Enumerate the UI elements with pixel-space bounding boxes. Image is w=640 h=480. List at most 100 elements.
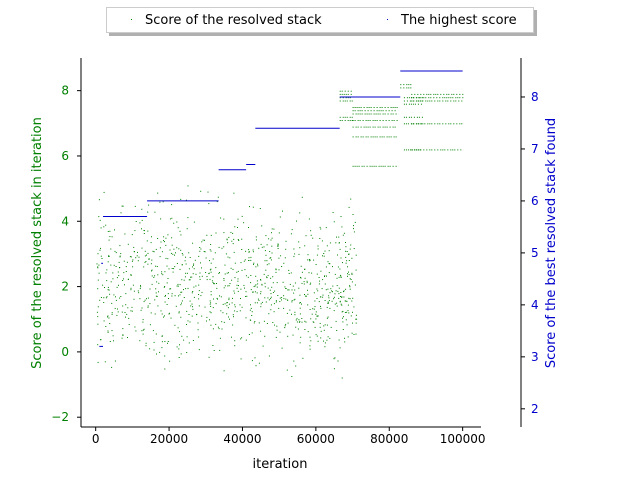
scatter-point: [376, 120, 378, 121]
scatter-point: [271, 237, 273, 239]
scatter-point: [405, 123, 407, 125]
scatter-point: [343, 291, 344, 293]
scatter-point: [185, 272, 187, 274]
scatter-point: [321, 288, 323, 290]
scatter-point: [108, 289, 110, 291]
scatter-point: [341, 377, 343, 379]
scatter-point: [326, 245, 328, 247]
scatter-point: [320, 305, 321, 307]
scatter-point: [283, 307, 285, 309]
scatter-point: [315, 318, 317, 320]
scatter-point: [237, 290, 239, 292]
scatter-point: [261, 283, 263, 285]
scatter-point: [348, 206, 350, 208]
scatter-point: [423, 93, 425, 95]
scatter-point: [250, 304, 251, 306]
scatter-point: [338, 293, 340, 295]
scatter-point: [318, 301, 320, 303]
scatter-point: [157, 305, 159, 307]
scatter-point: [270, 309, 272, 311]
scatter-point: [108, 255, 110, 257]
scatter-point: [298, 321, 300, 323]
scatter-point: [116, 277, 118, 279]
scatter-point: [174, 266, 176, 268]
scatter-point: [192, 306, 193, 308]
scatter-point: [453, 93, 455, 95]
scatter-point: [342, 262, 343, 264]
scatter-point: [299, 247, 301, 249]
scatter-point: [333, 368, 335, 370]
scatter-point: [236, 287, 238, 289]
scatter-point: [357, 126, 359, 128]
scatter-point: [216, 201, 218, 203]
scatter-point: [369, 126, 371, 128]
scatter-point: [149, 288, 151, 290]
scatter-point: [127, 337, 128, 338]
scatter-point: [269, 257, 271, 259]
scatter-point: [175, 305, 177, 307]
scatter-point: [180, 304, 182, 306]
scatter-point: [142, 321, 144, 323]
scatter-point: [173, 268, 175, 270]
scatter-point: [105, 224, 107, 226]
scatter-point: [132, 259, 134, 261]
scatter-point: [219, 295, 220, 297]
scatter-point: [336, 236, 337, 238]
scatter-point: [344, 90, 346, 92]
scatter-point: [361, 165, 363, 167]
scatter-point: [363, 126, 365, 128]
scatter-point: [253, 322, 255, 324]
scatter-point: [459, 97, 461, 99]
scatter-point: [350, 279, 352, 280]
scatter-point: [328, 295, 330, 297]
scatter-point: [390, 136, 392, 138]
scatter-point: [177, 227, 179, 229]
scatter-point: [228, 272, 229, 274]
scatter-point: [359, 113, 361, 115]
scatter-point: [213, 283, 215, 285]
scatter-point: [118, 261, 120, 263]
scatter-point: [362, 136, 364, 138]
scatter-point: [403, 84, 405, 86]
scatter-point: [351, 273, 353, 275]
scatter-point: [283, 298, 285, 300]
scatter-point: [443, 93, 445, 95]
scatter-point: [285, 323, 287, 325]
scatter-point: [220, 217, 222, 219]
scatter-point: [276, 329, 278, 331]
scatter-point: [384, 107, 386, 108]
scatter-point: [444, 149, 446, 151]
scatter-point: [360, 107, 362, 108]
scatter-point: [178, 348, 180, 350]
scatter-point: [251, 332, 253, 334]
scatter-point: [111, 313, 113, 315]
scatter-point: [263, 273, 265, 275]
scatter-point: [186, 336, 188, 338]
scatter-point: [320, 270, 322, 272]
scatter-point: [257, 263, 258, 265]
scatter-point: [270, 259, 272, 261]
scatter-point: [115, 299, 117, 301]
scatter-point: [323, 255, 325, 257]
scatter-point: [148, 258, 150, 260]
scatter-point: [143, 301, 145, 303]
scatter-point: [297, 328, 299, 330]
scatter-point: [307, 331, 309, 333]
scatter-point: [144, 261, 146, 263]
scatter-point: [110, 248, 112, 250]
scatter-point: [300, 265, 302, 267]
scatter-point: [352, 214, 354, 215]
legend-label: Score of the resolved stack: [145, 12, 322, 28]
scatter-point: [258, 362, 260, 364]
scatter-point: [461, 123, 463, 125]
scatter-point: [176, 263, 178, 264]
scatter-point: [183, 279, 185, 281]
scatter-point: [180, 198, 182, 200]
scatter-point: [406, 87, 408, 89]
scatter-point: [169, 288, 171, 290]
scatter-point: [268, 299, 270, 301]
scatter-point: [193, 268, 195, 270]
scatter-point: [135, 221, 137, 222]
scatter-point: [158, 282, 160, 284]
scatter-point: [292, 334, 294, 336]
